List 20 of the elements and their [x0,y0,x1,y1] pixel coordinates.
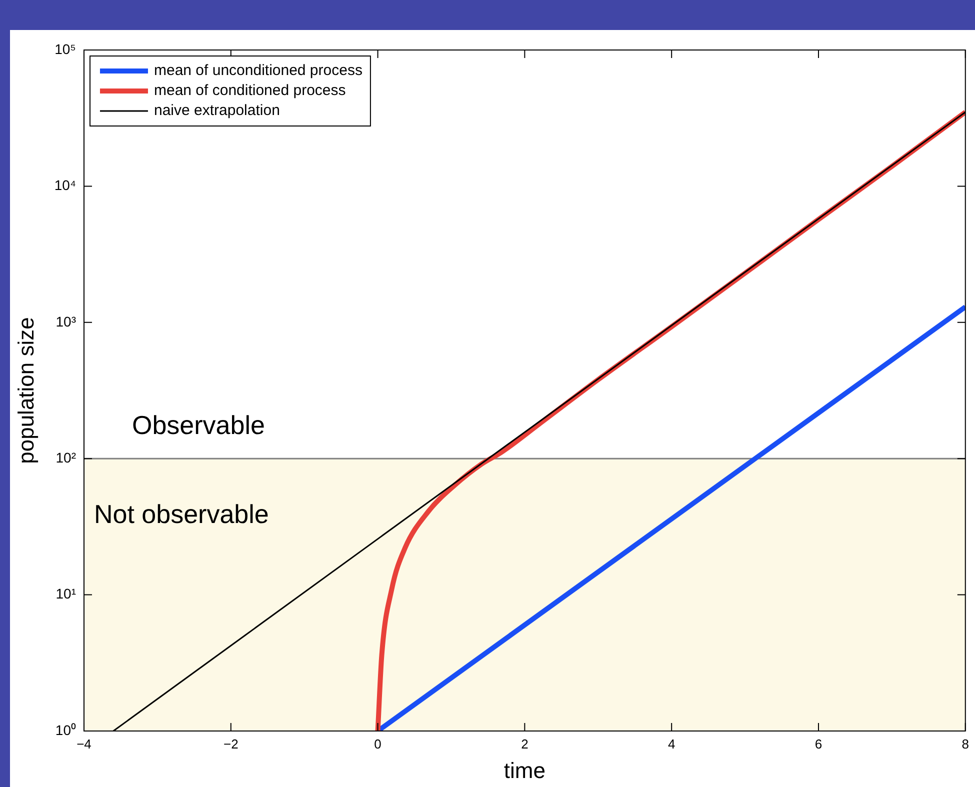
x-tick-label: 8 [962,736,969,752]
y-tick-label: 10⁵ [54,40,76,57]
legend-label: mean of unconditioned process [154,62,362,80]
annotation: Observable [132,410,265,440]
x-tick-label: 6 [814,736,822,752]
y-axis-title: population size [13,317,38,464]
y-tick-label: 10² [56,449,76,466]
x-tick-label: 2 [521,736,528,752]
y-tick-label: 10¹ [56,586,76,602]
x-tick-label: −4 [76,736,92,752]
x-axis-title: time [504,758,546,783]
x-tick-label: −2 [223,736,238,752]
x-tick-label: 4 [668,736,676,752]
legend-label: naive extrapolation [154,102,280,120]
y-tick-label: 10⁰ [55,722,76,738]
y-tick-label: 10³ [56,313,76,330]
annotation: Not observable [94,498,269,529]
y-tick-label: 10⁴ [54,177,76,194]
x-tick-label: 0 [374,736,382,752]
legend-label: mean of conditioned process [154,82,346,100]
